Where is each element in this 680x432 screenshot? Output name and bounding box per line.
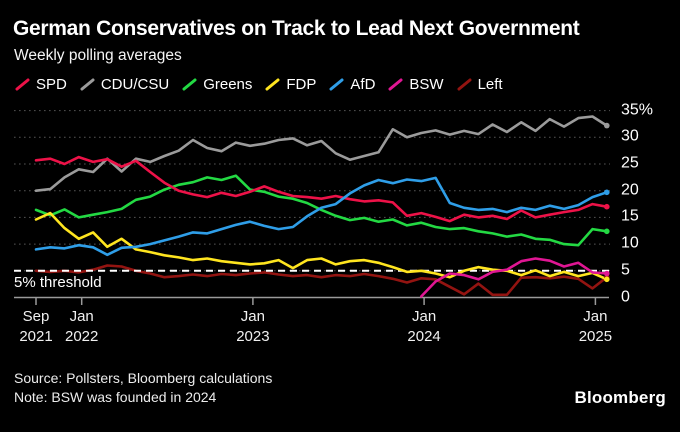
y-axis-label-20: 20 [621,181,639,199]
y-axis-label-15: 15 [621,208,639,226]
legend-line-swatch-icon [329,78,344,91]
legend-item-FDP: FDP [265,76,316,93]
legend-line-swatch-icon [388,78,403,91]
legend-item-AfD: AfD [329,76,375,93]
legend-label: CDU/CSU [100,76,170,93]
legend-label: SPD [36,76,67,93]
source-text: Source: Pollsters, Bloomberg calculation… [14,370,273,386]
x-axis-label-Jan-2025: Jan 2025 [578,308,613,345]
y-axis-label-30: 30 [621,127,639,145]
legend-item-BSW: BSW [388,76,444,93]
x-axis-label-Sep-2021: Sep 2021 [19,308,53,345]
series-line-Left [34,264,609,297]
legend-line-swatch-icon [15,78,30,91]
series-end-dot-SPD [604,203,610,210]
x-axis-label-Jan-2024: Jan 2024 [407,308,441,345]
legend-label: AfD [350,76,376,93]
legend-line-swatch-icon [457,78,472,91]
series-end-dot-Greens [604,228,610,235]
note-text: Note: BSW was founded in 2024 [14,389,217,405]
series-line-BSW [419,257,609,298]
series-line-SPD [34,155,609,223]
chart-legend: SPD CDU/CSU Greens FDP AfD BSW Left [15,76,503,93]
y-axis-label-25: 25 [621,154,639,172]
bloomberg-logo: Bloomberg [574,388,666,407]
series-end-dot-AfD [604,189,610,196]
legend-item-Greens: Greens [182,76,252,93]
legend-line-swatch-icon [265,78,280,91]
legend-label: Left [477,76,503,93]
x-axis-label-Jan-2022: Jan 2022 [65,308,99,345]
threshold-label: 5% threshold [14,274,102,291]
y-axis-label-5: 5 [621,261,630,279]
y-axis-label-35: 35% [621,101,654,119]
series-line-AfD [34,176,609,257]
series-end-dot-CDUCSU [604,122,610,129]
legend-line-swatch-icon [182,78,197,91]
series-end-dot-BSW [604,270,610,277]
legend-item-Left: Left [457,76,503,93]
legend-label: FDP [286,76,317,93]
page-title: German Conservatives on Track to Lead Ne… [13,17,580,40]
legend-item-CDUCSU: CDU/CSU [80,76,169,93]
legend-label: BSW [409,76,444,93]
chart-subtitle: Weekly polling averages [14,47,182,64]
x-axis-label-Jan-2023: Jan 2023 [236,308,270,345]
legend-line-swatch-icon [80,78,95,91]
y-axis-label-10: 10 [621,234,639,252]
series-line-Greens [34,174,609,247]
legend-label: Greens [203,76,253,93]
legend-item-SPD: SPD [15,76,67,93]
series-line-CDUCSU [34,115,609,192]
series-line-FDP [34,211,609,281]
series-end-dot-FDP [604,276,610,283]
y-axis-label-0: 0 [621,288,630,306]
